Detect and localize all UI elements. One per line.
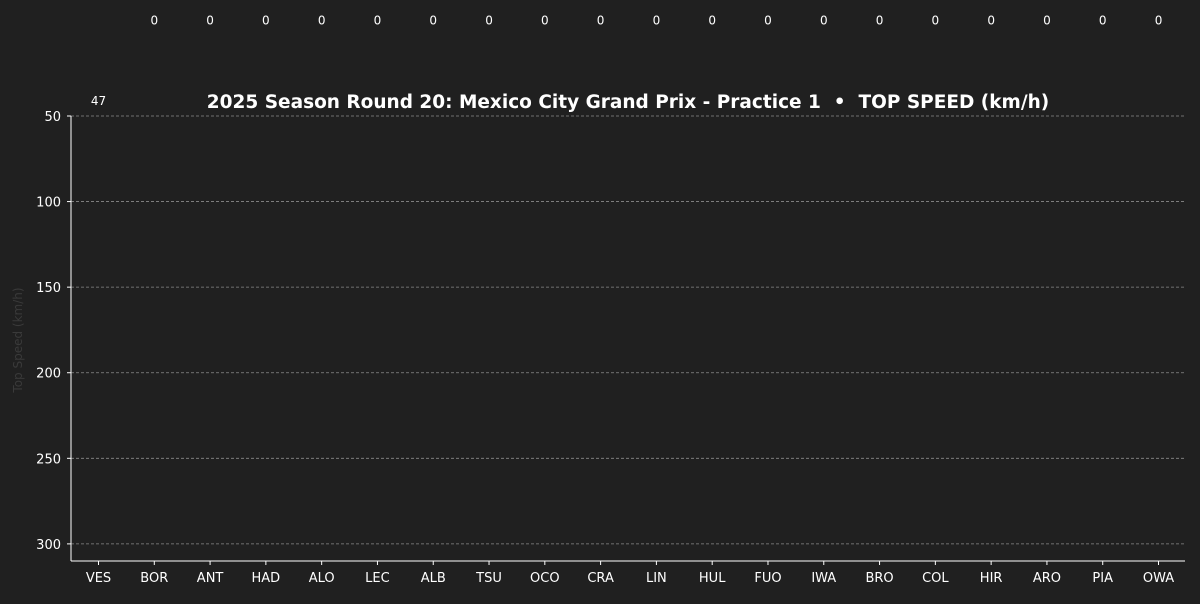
grid-lines bbox=[71, 115, 1185, 545]
data-label: 0 bbox=[374, 13, 382, 27]
x-tick-label: ALO bbox=[309, 571, 335, 586]
data-label: 0 bbox=[429, 13, 437, 27]
data-label: 0 bbox=[987, 13, 995, 27]
data-label: 0 bbox=[932, 13, 940, 27]
axes bbox=[70, 116, 1185, 562]
x-tick-label: HAD bbox=[252, 571, 281, 586]
x-tick-label: CRA bbox=[587, 571, 614, 586]
x-tick-label: TSU bbox=[475, 571, 502, 586]
x-tick-label: LEC bbox=[365, 571, 390, 586]
x-tick-label: BOR bbox=[140, 571, 168, 586]
x-tick-label: LIN bbox=[646, 571, 667, 586]
data-label: 0 bbox=[653, 13, 661, 27]
data-label: 0 bbox=[876, 13, 884, 27]
y-tick-label: 100 bbox=[36, 196, 61, 211]
data-label: 0 bbox=[262, 13, 270, 27]
x-tick-label: PIA bbox=[1092, 571, 1113, 586]
data-label: 0 bbox=[206, 13, 214, 27]
y-tick-label: 250 bbox=[36, 452, 61, 467]
y-axis-label: Top Speed (km/h) bbox=[11, 287, 25, 393]
y-tick-label: 150 bbox=[36, 281, 61, 296]
x-tick-label: BRO bbox=[865, 571, 893, 586]
data-label: 47 bbox=[91, 94, 106, 108]
data-label: 0 bbox=[1043, 13, 1051, 27]
y-tick-labels: 50 100 150 200 250 300 bbox=[36, 110, 71, 553]
x-tick-label: HIR bbox=[980, 571, 1003, 586]
chart-title: 2025 Season Round 20: Mexico City Grand … bbox=[207, 92, 1049, 113]
y-tick-label: 300 bbox=[36, 538, 61, 553]
data-label: 0 bbox=[150, 13, 158, 27]
x-tick-label: HUL bbox=[699, 571, 726, 586]
x-tick-labels: VES BOR ANT HAD ALO LEC ALB TSU OCO CRA LIN HUL FUO I… bbox=[86, 561, 1174, 586]
data-label: 0 bbox=[597, 13, 605, 27]
data-label: 0 bbox=[708, 13, 716, 27]
data-label: 0 bbox=[541, 13, 549, 27]
x-tick-label: IWA bbox=[811, 571, 836, 586]
x-tick-label: ANT bbox=[197, 571, 224, 586]
y-tick-label: 200 bbox=[36, 367, 61, 382]
x-tick-label: OCO bbox=[530, 571, 560, 586]
data-label: 0 bbox=[1155, 13, 1163, 27]
data-label: 0 bbox=[485, 13, 493, 27]
x-tick-label: COL bbox=[922, 571, 949, 586]
data-labels: 47 0 0 0 0 0 0 0 0 0 0 0 0 0 0 0 0 0 0 0 bbox=[91, 13, 1162, 107]
x-tick-label: FUO bbox=[754, 571, 781, 586]
data-label: 0 bbox=[764, 13, 772, 27]
x-tick-label: OWA bbox=[1143, 571, 1174, 586]
x-tick-label: ALB bbox=[421, 571, 446, 586]
x-tick-label: VES bbox=[86, 571, 111, 586]
data-label: 0 bbox=[318, 13, 326, 27]
data-label: 0 bbox=[820, 13, 828, 27]
data-label: 0 bbox=[1099, 13, 1107, 27]
x-tick-label: ARO bbox=[1033, 571, 1061, 586]
y-tick-label: 50 bbox=[44, 110, 61, 125]
